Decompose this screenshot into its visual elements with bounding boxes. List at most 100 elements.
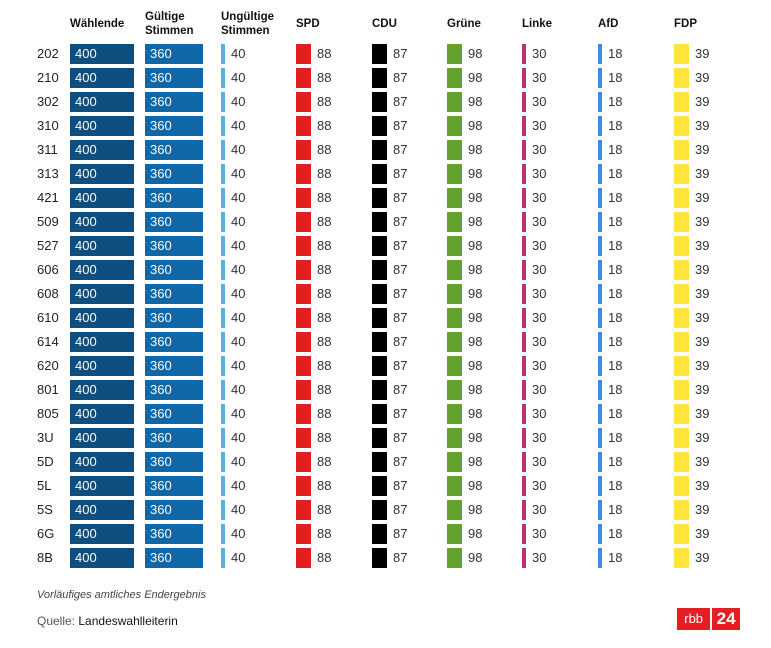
cell-marker-afd	[598, 188, 602, 208]
cell-marker-afd	[598, 500, 602, 520]
row-label-421: 421	[37, 190, 59, 205]
cell-marker-cdu	[372, 404, 387, 424]
cell-bar-waehlende	[70, 476, 134, 496]
cell-marker-ungueltige	[221, 260, 225, 280]
cell-bar-waehlende	[70, 164, 134, 184]
cell-marker-fdp	[674, 380, 689, 400]
cell-marker-ungueltige	[221, 68, 225, 88]
cell-value-fdp: 39	[695, 286, 710, 301]
cell-marker-linke	[522, 452, 526, 472]
source-label: Quelle:	[37, 614, 76, 628]
cell-marker-ungueltige	[221, 284, 225, 304]
source-value: Landeswahlleiterin	[78, 614, 178, 628]
cell-marker-ungueltige	[221, 356, 225, 376]
cell-value-linke: 30	[532, 526, 547, 541]
cell-marker-cdu	[372, 92, 387, 112]
cell-marker-cdu	[372, 500, 387, 520]
cell-marker-fdp	[674, 92, 689, 112]
cell-marker-afd	[598, 68, 602, 88]
row-label-805: 805	[37, 406, 59, 421]
cell-value-afd: 18	[608, 118, 623, 133]
cell-value-linke: 30	[532, 70, 547, 85]
cell-marker-cdu	[372, 212, 387, 232]
cell-value-waehlende: 400	[75, 550, 97, 565]
cell-marker-ungueltige	[221, 428, 225, 448]
cell-value-afd: 18	[608, 526, 623, 541]
cell-marker-ungueltige	[221, 380, 225, 400]
cell-value-waehlende: 400	[75, 358, 97, 373]
cell-marker-afd	[598, 92, 602, 112]
cell-marker-gruene	[447, 380, 462, 400]
cell-value-cdu: 87	[393, 46, 408, 61]
column-header-line: CDU	[372, 18, 397, 30]
cell-value-waehlende: 400	[75, 406, 97, 421]
cell-value-cdu: 87	[393, 142, 408, 157]
cell-value-cdu: 87	[393, 214, 408, 229]
cell-value-fdp: 39	[695, 214, 710, 229]
cell-value-fdp: 39	[695, 142, 710, 157]
cell-value-waehlende: 400	[75, 262, 97, 277]
cell-marker-afd	[598, 356, 602, 376]
cell-value-gueltige: 360	[150, 262, 172, 277]
cell-value-cdu: 87	[393, 502, 408, 517]
cell-marker-gruene	[447, 500, 462, 520]
cell-value-gueltige: 360	[150, 286, 172, 301]
cell-bar-gueltige	[145, 404, 203, 424]
cell-marker-afd	[598, 524, 602, 544]
cell-value-spd: 88	[317, 286, 332, 301]
cell-value-gruene: 98	[468, 382, 483, 397]
cell-marker-ungueltige	[221, 452, 225, 472]
cell-marker-ungueltige	[221, 236, 225, 256]
cell-value-cdu: 87	[393, 118, 408, 133]
cell-marker-afd	[598, 212, 602, 232]
cell-value-linke: 30	[532, 262, 547, 277]
cell-marker-ungueltige	[221, 524, 225, 544]
cell-marker-gruene	[447, 188, 462, 208]
cell-value-ungueltige: 40	[231, 262, 246, 277]
cell-marker-afd	[598, 260, 602, 280]
cell-marker-gruene	[447, 212, 462, 232]
cell-marker-spd	[296, 524, 311, 544]
cell-marker-linke	[522, 332, 526, 352]
cell-value-fdp: 39	[695, 238, 710, 253]
cell-marker-linke	[522, 524, 526, 544]
cell-marker-linke	[522, 212, 526, 232]
cell-value-cdu: 87	[393, 94, 408, 109]
cell-value-linke: 30	[532, 334, 547, 349]
cell-bar-waehlende	[70, 404, 134, 424]
cell-value-afd: 18	[608, 286, 623, 301]
cell-marker-linke	[522, 260, 526, 280]
cell-marker-linke	[522, 284, 526, 304]
cell-value-waehlende: 400	[75, 478, 97, 493]
cell-marker-linke	[522, 92, 526, 112]
cell-value-gruene: 98	[468, 94, 483, 109]
column-header-ungueltige: Ungültige Stimmen	[221, 10, 274, 38]
cell-bar-gueltige	[145, 428, 203, 448]
cell-marker-gruene	[447, 92, 462, 112]
cell-value-fdp: 39	[695, 526, 710, 541]
cell-marker-ungueltige	[221, 308, 225, 328]
cell-value-fdp: 39	[695, 70, 710, 85]
cell-value-gueltige: 360	[150, 310, 172, 325]
cell-value-afd: 18	[608, 334, 623, 349]
row-label-606: 606	[37, 262, 59, 277]
row-label-527: 527	[37, 238, 59, 253]
column-header-gruene: Grüne	[447, 17, 481, 31]
cell-value-ungueltige: 40	[231, 94, 246, 109]
cell-value-gueltige: 360	[150, 190, 172, 205]
cell-value-fdp: 39	[695, 454, 710, 469]
cell-value-linke: 30	[532, 46, 547, 61]
cell-marker-linke	[522, 428, 526, 448]
cell-bar-gueltige	[145, 476, 203, 496]
cell-value-fdp: 39	[695, 406, 710, 421]
cell-value-fdp: 39	[695, 550, 710, 565]
cell-value-ungueltige: 40	[231, 190, 246, 205]
row-label-310: 310	[37, 118, 59, 133]
cell-marker-spd	[296, 284, 311, 304]
cell-value-gruene: 98	[468, 310, 483, 325]
cell-value-gruene: 98	[468, 502, 483, 517]
cell-marker-ungueltige	[221, 164, 225, 184]
cell-value-gueltige: 360	[150, 70, 172, 85]
cell-marker-ungueltige	[221, 500, 225, 520]
cell-marker-gruene	[447, 260, 462, 280]
